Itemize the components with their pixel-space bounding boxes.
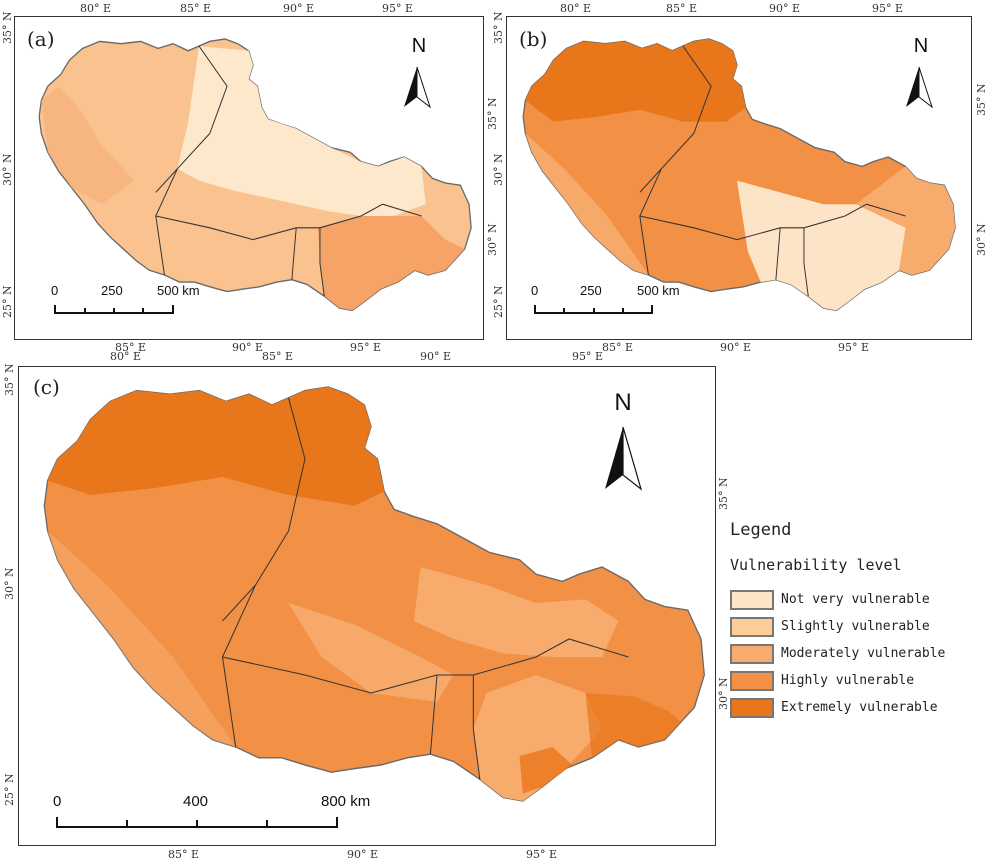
legend-item: Highly vulnerable [730, 667, 990, 694]
legend-swatch [730, 697, 774, 718]
lon-label-c-90: 90° E [420, 350, 452, 363]
lon-label-a-90-bottom: 90° E [232, 341, 264, 354]
panel-label-b: (b) [519, 27, 548, 51]
panel-label-c: (c) [33, 375, 60, 399]
legend-swatch [730, 670, 774, 691]
legend-item-label: Moderately vulnerable [781, 646, 946, 661]
lon-label-a-80: 80° E [80, 2, 112, 15]
map-panel-c: (c) N 0 400 800 km [18, 366, 716, 846]
lat-label-c-25: 25° N [3, 773, 16, 806]
map-panel-a: (a) N 0 250 500 km [14, 16, 484, 340]
north-letter: N [614, 389, 632, 416]
lon-label-a-85-bottom: 85° E [115, 341, 147, 354]
scale-mid: 250 [580, 283, 602, 298]
lat-label-b-35: 35° N [492, 11, 505, 44]
lon-label-a-85: 85° E [180, 2, 212, 15]
north-label-c: N [608, 389, 638, 417]
scale-zero: 0 [531, 283, 539, 298]
lon-label-b-85: 85° E [666, 2, 698, 15]
lat-label-a-25: 25° N [1, 285, 14, 318]
tibet-map-c [43, 386, 706, 828]
legend-item-label: Extremely vulnerable [781, 700, 938, 715]
legend-title: Legend [730, 520, 792, 540]
legend-item: Extremely vulnerable [730, 694, 990, 721]
scale-bar-c [56, 817, 338, 828]
scale-bar-labels-a: 0 250 500 km [15, 283, 215, 303]
north-label-b: N [906, 35, 936, 58]
lat-label-b-35-right: 35° N [975, 83, 988, 116]
north-letter: N [913, 35, 929, 57]
lat-label-b-30: 30° N [492, 153, 505, 186]
lon-label-c-85-bottom: 85° E [168, 848, 200, 861]
legend-item-label: Slightly vulnerable [781, 619, 930, 634]
legend: Legend Vulnerability level Not very vuln… [730, 520, 990, 721]
lon-label-c-85: 85° E [262, 350, 294, 363]
legend-subtitle: Vulnerability level [730, 556, 902, 574]
panel-label-a: (a) [27, 27, 55, 51]
lat-label-c-35-right: 35° N [717, 477, 730, 510]
lat-label-b-25: 25° N [492, 285, 505, 318]
lat-label-b-30-right: 30° N [975, 223, 988, 256]
scale-bar-b [534, 305, 653, 314]
lon-label-a-95-bottom: 95° E [350, 341, 382, 354]
legend-swatch [730, 589, 774, 610]
lon-label-b-90-bottom: 90° E [720, 341, 752, 354]
scale-end: 500 km [157, 283, 200, 298]
lon-label-c-90-bottom: 90° E [347, 848, 379, 861]
scale-bar-a [54, 305, 174, 314]
legend-swatch [730, 616, 774, 637]
lon-label-b-90: 90° E [769, 2, 801, 15]
north-letter: N [411, 35, 427, 57]
legend-item-label: Not very vulnerable [781, 592, 930, 607]
scale-zero: 0 [53, 793, 62, 810]
lon-label-c-80: 80° E [110, 350, 142, 363]
map-panel-b: (b) N 0 250 500 km [506, 16, 972, 340]
lon-label-a-90: 90° E [283, 2, 315, 15]
north-arrow-c [605, 426, 643, 491]
lon-label-c-95: 95° E [572, 350, 604, 363]
scale-bar-labels-b: 0 250 500 km [507, 283, 707, 303]
scale-bar-labels-c: 0 400 800 km [19, 793, 419, 815]
scale-mid: 250 [101, 283, 123, 298]
lat-label-a-30-right: 30° N [486, 223, 499, 256]
scale-zero: 0 [51, 283, 59, 298]
lat-label-a-35-right: 35° N [486, 97, 499, 130]
lat-label-a-35: 35° N [1, 11, 14, 44]
north-arrow-b [906, 66, 933, 109]
lon-label-b-95-bottom: 95° E [838, 341, 870, 354]
tibet-map-b [522, 38, 956, 314]
lat-label-c-30: 30° N [3, 567, 16, 600]
legend-item: Not very vulnerable [730, 586, 990, 613]
tibet-map-a [38, 38, 472, 314]
legend-item: Slightly vulnerable [730, 613, 990, 640]
lon-label-b-80: 80° E [560, 2, 592, 15]
lon-label-b-85-bottom: 85° E [602, 341, 634, 354]
north-arrow-a [404, 66, 431, 109]
scale-mid: 400 [183, 793, 209, 810]
legend-item: Moderately vulnerable [730, 640, 990, 667]
scale-end: 800 km [321, 793, 371, 810]
lat-label-c-35: 35° N [3, 363, 16, 396]
legend-item-label: Highly vulnerable [781, 673, 915, 688]
lon-label-c-95-bottom: 95° E [526, 848, 558, 861]
lat-label-a-30: 30° N [1, 153, 14, 186]
legend-swatch [730, 643, 774, 664]
north-label-a: N [404, 35, 434, 58]
scale-end: 500 km [637, 283, 680, 298]
lat-label-c-30-right: 30° N [717, 677, 730, 710]
lon-label-b-95: 95° E [872, 2, 904, 15]
lon-label-a-95: 95° E [382, 2, 414, 15]
